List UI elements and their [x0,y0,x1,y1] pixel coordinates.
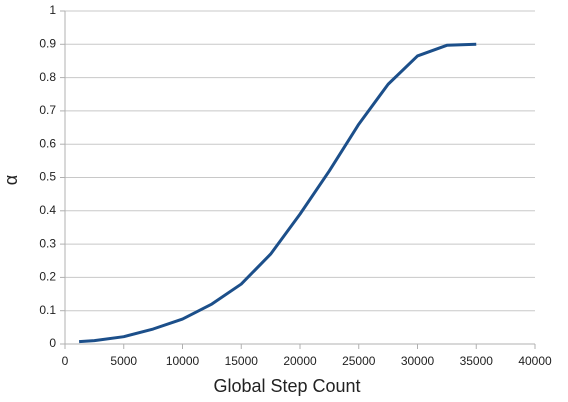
x-tick-label: 25000 [342,354,376,368]
x-axis-title: Global Step Count [213,376,360,396]
y-tick-label: 0.6 [39,136,56,150]
y-tick-label: 0.3 [39,236,56,250]
y-tick-label: 0.4 [39,203,56,217]
y-axis-title: α [1,175,21,185]
x-tick-label: 30000 [401,354,435,368]
y-tick-label: 1 [49,3,56,17]
x-tick-label: 0 [62,354,69,368]
x-tick-label: 5000 [110,354,137,368]
x-tick-label: 20000 [283,354,317,368]
x-tick-label: 35000 [460,354,494,368]
x-tick-label: 15000 [225,354,259,368]
y-tick-label: 0.9 [39,36,56,50]
y-tick-label: 0.5 [39,170,56,184]
y-tick-label: 0.7 [39,103,56,117]
y-tick-label: 0.1 [39,303,56,317]
x-tick-label: 10000 [166,354,200,368]
y-tick-label: 0 [49,336,56,350]
x-tick-label: 40000 [518,354,552,368]
data-line [79,42,477,344]
y-tick-label: 0.8 [39,70,56,84]
y-tick-label: 0.2 [39,270,56,284]
